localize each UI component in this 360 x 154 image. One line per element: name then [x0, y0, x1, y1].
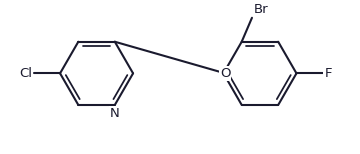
Text: Br: Br: [254, 3, 268, 16]
Text: Cl: Cl: [19, 67, 32, 80]
Text: N: N: [110, 107, 120, 120]
Text: F: F: [324, 67, 332, 80]
Text: O: O: [220, 67, 230, 80]
